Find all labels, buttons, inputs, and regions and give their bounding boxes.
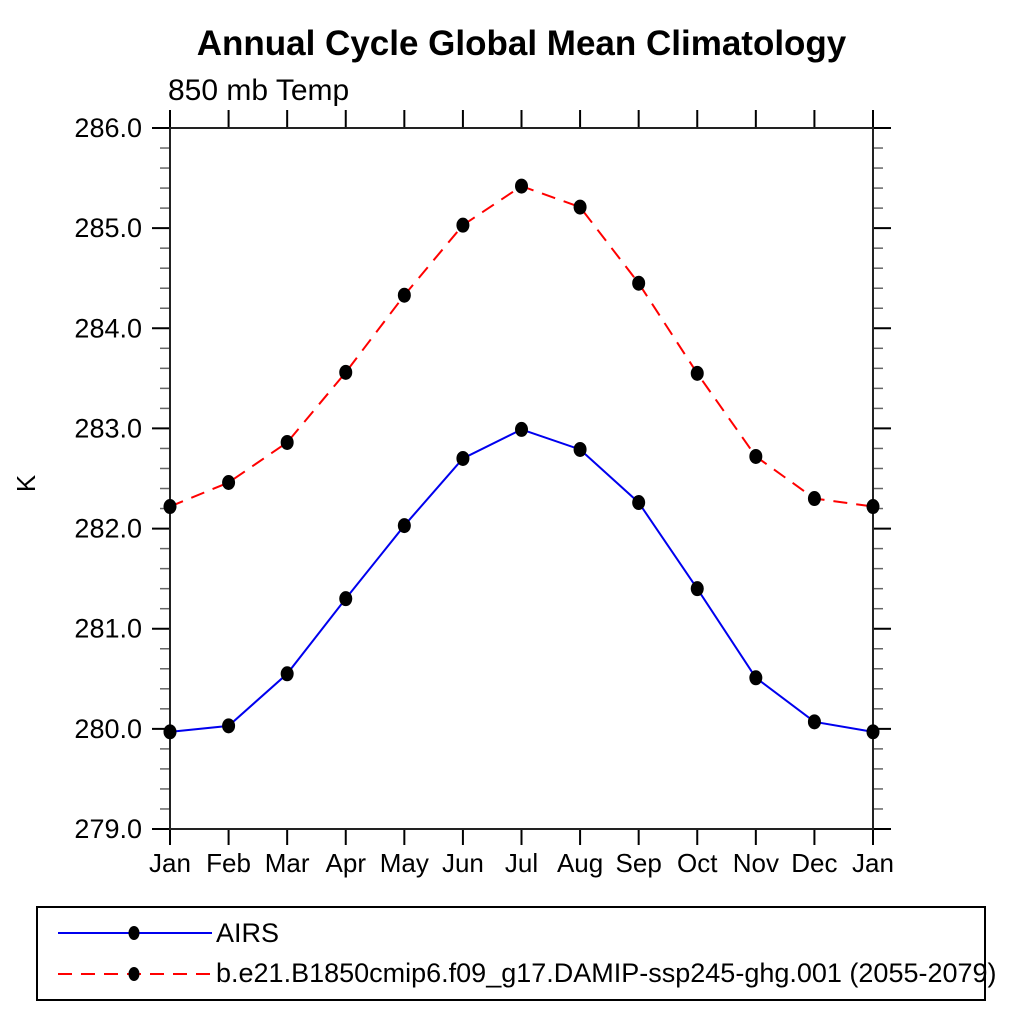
legend-line-sample-solid (58, 926, 212, 941)
x-tick-label: Aug (557, 848, 603, 878)
x-tick-label: Jul (505, 848, 538, 878)
chart-title: Annual Cycle Global Mean Climatology (196, 24, 847, 63)
data-point (280, 666, 294, 682)
legend-marker-dot (128, 966, 140, 981)
y-tick-label: 284.0 (74, 313, 142, 343)
legend-marker-dot (128, 926, 140, 941)
data-point (456, 450, 470, 466)
data-point (515, 421, 528, 437)
x-tick-label: May (380, 848, 429, 878)
y-tick-label: 282.0 (74, 514, 142, 544)
x-tick-label: Nov (733, 848, 779, 878)
x-tick-label: Apr (326, 848, 367, 878)
x-tick-label: Mar (265, 848, 310, 878)
data-point (866, 724, 880, 740)
plot-area: 279.0 280.0 281.0 282.0 283.0 284.0 285.0 286.0… (74, 110, 894, 878)
data-point (222, 475, 236, 491)
y-tick-label: 286.0 (74, 113, 142, 143)
data-point (339, 364, 353, 380)
y-tick-label: 280.0 (74, 714, 142, 744)
y-tick-label: 281.0 (74, 614, 142, 644)
x-tick-label: Oct (677, 848, 718, 878)
legend-label-model: b.e21.B1850cmip6.f09_g17.DAMIP-ssp245-gh… (216, 958, 997, 989)
legend: AIRS b.e21.B1850cmip6.f09_g17.DAMIP-ssp2… (36, 906, 997, 1001)
data-point (515, 178, 528, 194)
data-point (632, 275, 646, 291)
data-point (163, 724, 177, 740)
data-point (397, 287, 411, 303)
x-tick-label: Jan (852, 848, 894, 878)
series-line-1 (169, 184, 874, 508)
data-point (807, 714, 821, 730)
data-point (222, 718, 236, 734)
y-tick-label: 283.0 (74, 413, 142, 443)
data-point (632, 495, 646, 511)
legend-item-airs: AIRS (56, 918, 984, 949)
data-point (397, 518, 411, 534)
y-tick-label: 279.0 (74, 814, 142, 844)
x-tick-label: Jan (149, 848, 191, 878)
data-point (573, 441, 587, 457)
chart-subtitle: 850 mb Temp (168, 74, 350, 107)
y-tick-label: 285.0 (74, 213, 142, 243)
x-tick-label: Feb (206, 848, 251, 878)
data-point (339, 591, 353, 607)
legend-line-sample-dashed (58, 966, 212, 981)
data-point (866, 499, 880, 515)
legend-item-model: b.e21.B1850cmip6.f09_g17.DAMIP-ssp245-gh… (56, 958, 997, 989)
data-point (163, 499, 177, 515)
data-point (749, 448, 763, 464)
data-point (690, 365, 704, 381)
data-point (749, 670, 763, 686)
x-tick-label: Sep (616, 848, 662, 878)
data-point (573, 199, 587, 215)
data-point (690, 581, 704, 597)
series-line-0 (169, 428, 874, 733)
data-point (280, 434, 294, 450)
plot-frame (169, 127, 874, 830)
x-tick-label: Dec (791, 848, 837, 878)
x-tick-label: Jun (442, 848, 484, 878)
data-point (807, 491, 821, 507)
data-point (456, 217, 470, 233)
legend-label-airs: AIRS (216, 917, 280, 948)
